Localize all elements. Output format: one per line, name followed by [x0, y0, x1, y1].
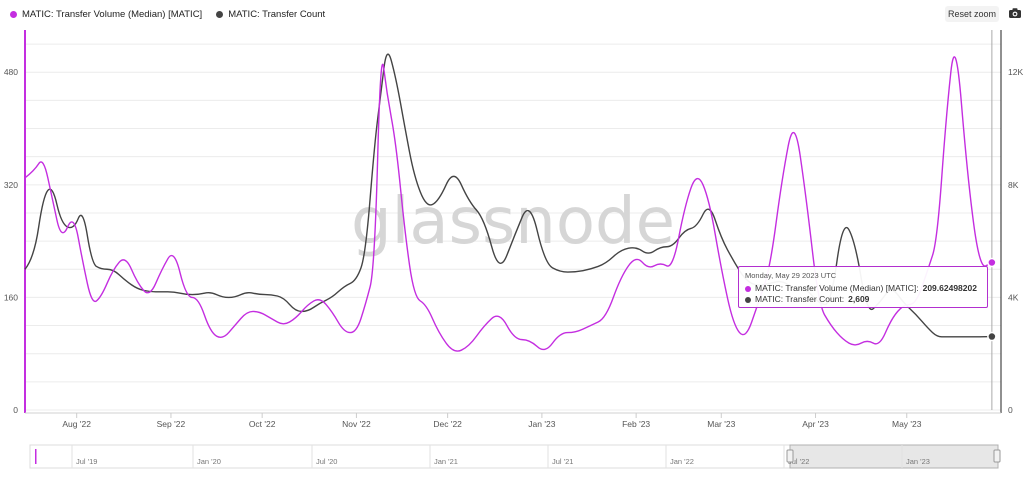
hover-point-transfer-volume — [987, 257, 997, 268]
watermark-logo: glassnode — [351, 185, 675, 259]
navigator-label: Jan '23 — [906, 457, 930, 466]
y-left-tick-label: 0 — [13, 405, 18, 415]
series-line-transfer-volume — [24, 56, 993, 352]
tooltip-value-count: 2,609 — [848, 294, 870, 304]
navigator-handle-right[interactable] — [993, 449, 1001, 463]
y-right-tick-label: 12K — [1008, 67, 1023, 77]
x-tick-label: Mar '23 — [707, 419, 735, 429]
x-tick-label: Feb '23 — [622, 419, 650, 429]
navigator-label: Jan '20 — [197, 457, 221, 466]
navigator-selection[interactable] — [789, 444, 999, 469]
axes: 0 160 320 480 0 4K 8K 12K Aug '22 Sep '22 Oct '22 N… — [4, 30, 1023, 429]
legend-item-transfer-volume[interactable]: MATIC: Transfer Volume (Median) [MATIC] — [10, 9, 202, 20]
navigator-label: Jan '22 — [670, 457, 694, 466]
navigator-label: Jan '21 — [434, 457, 458, 466]
navigator[interactable]: Jul '19 Jan '20 Jul '20 Jan '21 Jul '21 Jan '… — [29, 444, 1001, 469]
y-right-tick-label: 4K — [1008, 292, 1019, 302]
x-tick-label: Jan '23 — [528, 419, 555, 429]
chart-tooltip: Monday, May 29 2023 UTC MATIC: Transfer … — [738, 266, 988, 308]
y-right-tick-label: 8K — [1008, 180, 1019, 190]
tooltip-dot-count — [745, 296, 751, 303]
hover-point-transfer-count — [987, 331, 997, 342]
x-tick-label: Sep '22 — [157, 419, 186, 429]
tooltip-row-volume: MATIC: Transfer Volume (Median) [MATIC]:… — [745, 283, 981, 294]
tooltip-row-count: MATIC: Transfer Count: 2,609 — [745, 294, 981, 305]
x-tick-label: Nov '22 — [342, 419, 371, 429]
legend-label-transfer-count: MATIC: Transfer Count — [228, 9, 326, 20]
legend-item-transfer-count[interactable]: MATIC: Transfer Count — [216, 9, 325, 20]
navigator-label: Jul '19 — [76, 457, 97, 466]
y-left-tick-label: 480 — [4, 67, 18, 77]
tooltip-value-volume: 209.62498202 — [922, 283, 977, 293]
x-tick-label: Apr '23 — [802, 419, 829, 429]
x-tick-label: Dec '22 — [433, 419, 462, 429]
navigator-label: Jul '20 — [316, 457, 337, 466]
tooltip-date: Monday, May 29 2023 UTC — [745, 271, 837, 280]
grid — [25, 43, 1001, 411]
legend-label-transfer-volume: MATIC: Transfer Volume (Median) [MATIC] — [22, 9, 203, 20]
navigator-label: Jul '22 — [788, 457, 809, 466]
navigator-label: Jul '21 — [552, 457, 573, 466]
navigator-mini-spike — [35, 449, 37, 464]
y-left-tick-label: 160 — [4, 292, 18, 302]
chart-legend: MATIC: Transfer Volume (Median) [MATIC] … — [10, 9, 325, 20]
x-tick-label: Aug '22 — [62, 419, 91, 429]
tooltip-dot-volume — [745, 285, 751, 292]
legend-dot-transfer-count — [216, 11, 224, 18]
y-left-tick-label: 320 — [4, 180, 18, 190]
legend-dot-transfer-volume — [10, 11, 17, 18]
x-tick-label: May '23 — [892, 419, 922, 429]
reset-zoom-button[interactable]: Reset zoom — [945, 6, 999, 22]
y-right-tick-label: 0 — [1008, 405, 1013, 415]
tooltip-label-count: MATIC: Transfer Count: — [755, 294, 845, 304]
camera-icon[interactable] — [1008, 6, 1022, 20]
tooltip-label-volume: MATIC: Transfer Volume (Median) [MATIC]: — [755, 283, 919, 293]
x-tick-label: Oct '22 — [249, 419, 276, 429]
navigator-handle-left[interactable] — [786, 449, 794, 463]
